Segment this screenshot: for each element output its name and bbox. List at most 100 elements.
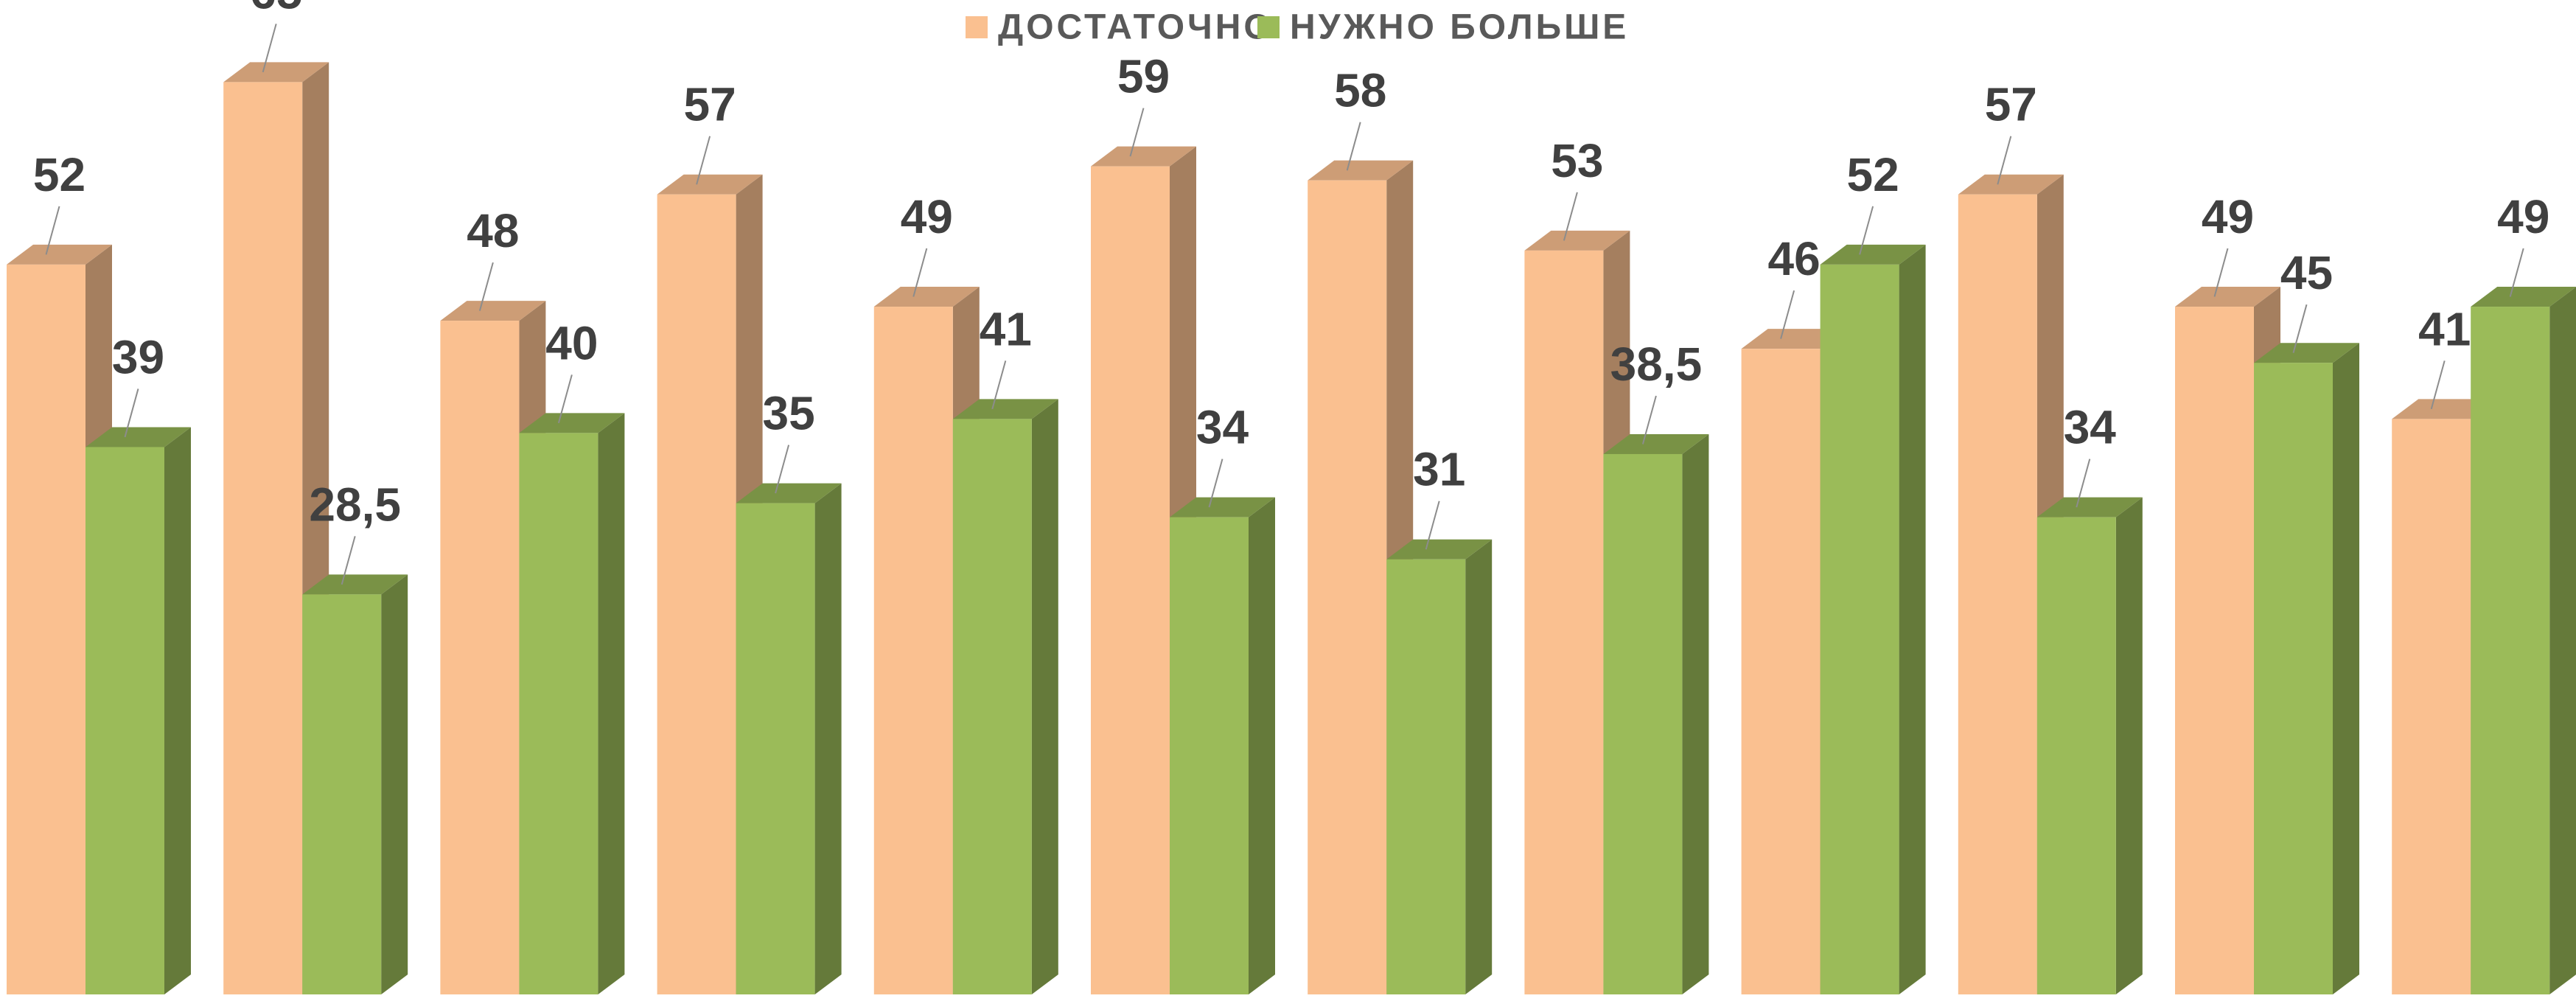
bar-side: [1031, 399, 1058, 994]
leader-line: [2509, 248, 2524, 297]
legend-label: НУЖНО БОЛЬШЕ: [1290, 8, 1629, 47]
bar: [1308, 180, 1387, 995]
bar-top: [1386, 539, 1493, 559]
value-label: 49: [2202, 190, 2254, 243]
bar-top: [7, 244, 112, 265]
value-label: 41: [980, 302, 1032, 355]
value-label: 40: [545, 316, 598, 369]
value-label: 53: [1551, 134, 1603, 187]
bar: [1091, 166, 1170, 994]
bar-top: [85, 427, 191, 447]
value-label: 57: [1985, 78, 2037, 131]
leader-line: [262, 24, 277, 73]
bar-top: [1603, 433, 1709, 454]
leader-line: [1425, 501, 1440, 550]
value-label: 58: [1334, 64, 1386, 117]
value-label: 48: [467, 204, 519, 257]
bar-side: [1899, 244, 1926, 994]
bar-top: [736, 483, 842, 503]
legend-swatch: [1257, 16, 1280, 38]
leader-line: [2430, 360, 2446, 410]
leader-line: [2292, 304, 2308, 353]
leader-line: [341, 536, 356, 585]
leader-line: [991, 360, 1007, 410]
bar-top: [1170, 497, 1275, 517]
value-label: 28,5: [309, 478, 401, 531]
value-label: 45: [2280, 246, 2333, 299]
bar-top: [2036, 497, 2143, 517]
value-label: 39: [112, 330, 164, 383]
bar: [519, 433, 598, 994]
bar: [736, 503, 815, 994]
leader-line: [1859, 206, 1874, 255]
bar-side: [1465, 539, 1493, 994]
leader-line: [45, 206, 60, 255]
bar-side: [381, 574, 408, 994]
bar: [85, 447, 164, 994]
leader-line: [1780, 290, 1795, 339]
bar-side: [1682, 433, 1709, 994]
leader-line: [2213, 248, 2229, 297]
value-label: 65: [250, 0, 302, 18]
leader-line: [696, 136, 711, 185]
bar-top: [2471, 287, 2576, 307]
bar-side: [164, 427, 191, 994]
value-label: 35: [763, 387, 815, 440]
bar-side: [814, 483, 842, 994]
bar: [2392, 419, 2471, 994]
bar: [1603, 453, 1683, 994]
value-label: 59: [1117, 50, 1170, 103]
bar-top: [657, 174, 763, 195]
bar: [2471, 307, 2550, 994]
bar-side: [598, 413, 625, 994]
leader-line: [1129, 108, 1145, 157]
bar-top: [873, 287, 980, 307]
leader-line: [1997, 136, 2012, 185]
legend-swatch: [966, 16, 988, 38]
bar-side: [2549, 287, 2576, 994]
leader-line: [1641, 395, 1657, 445]
leader-line: [2076, 459, 2091, 508]
legend-label: ДОСТАТОЧНО: [998, 8, 1274, 47]
value-label: 49: [901, 190, 953, 243]
bar: [1386, 559, 1466, 994]
leader-line: [478, 262, 494, 311]
bar: [2036, 517, 2116, 994]
bar-top: [302, 574, 408, 595]
leader-line: [1563, 192, 1578, 241]
bar: [1170, 517, 1249, 994]
leader-line: [1208, 459, 1224, 508]
leader-line: [557, 374, 573, 424]
leader-line: [912, 248, 928, 297]
value-label: 34: [1196, 401, 1249, 454]
value-label: 41: [2418, 302, 2471, 355]
bar: [1958, 194, 2037, 995]
bar: [223, 82, 303, 994]
value-label: 52: [1847, 148, 1899, 201]
bar-side: [1249, 497, 1275, 994]
bar-top: [2175, 287, 2280, 307]
bar-side: [2333, 343, 2359, 994]
bar: [1820, 264, 1899, 994]
bar-top: [1820, 244, 1926, 265]
bar-top: [1524, 230, 1630, 251]
value-label: 34: [2064, 401, 2117, 454]
leader-line: [1346, 122, 1361, 171]
bar: [952, 419, 1032, 994]
bar-top: [1091, 146, 1196, 167]
value-label: 31: [1413, 443, 1465, 496]
bar-top: [440, 301, 546, 321]
bar-top: [1958, 174, 2064, 195]
bar-top: [952, 399, 1058, 419]
bar: [2175, 307, 2254, 994]
value-label: 52: [33, 148, 85, 201]
bar-top: [223, 62, 329, 83]
bar: [1524, 250, 1604, 994]
bar: [7, 264, 85, 994]
bar: [873, 307, 953, 994]
bar: [657, 194, 736, 995]
bar-top: [1308, 160, 1414, 181]
bar-top: [519, 413, 625, 433]
bar: [2254, 363, 2333, 994]
value-label: 38,5: [1610, 338, 1703, 391]
